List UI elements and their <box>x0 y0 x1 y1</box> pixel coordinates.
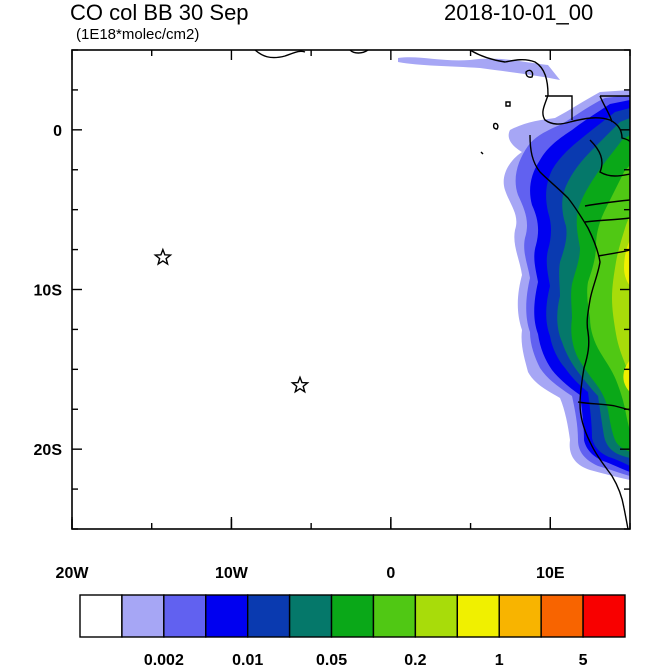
country-border-5 <box>577 401 630 411</box>
coastline-gulf-of-guinea <box>569 117 630 143</box>
field-yellow-2 <box>623 360 630 392</box>
coastline-west-africa <box>254 50 571 125</box>
colorbar-box <box>414 594 459 638</box>
colorbar-box <box>163 594 207 638</box>
x-tick-label: 10W <box>215 565 249 582</box>
colorbar-label: 0.05 <box>316 652 347 667</box>
y-tick-label: 10S <box>34 283 63 300</box>
units-label: (1E18*molec/cm2) <box>76 26 200 43</box>
island-2 <box>492 122 499 130</box>
station-markers <box>153 247 310 394</box>
colorbar-label: 5 <box>579 652 588 667</box>
colorbar-box <box>330 594 375 638</box>
colorbar-box <box>121 594 165 638</box>
country-border-1 <box>545 95 630 123</box>
island-1 <box>525 69 534 78</box>
date-label: 2018-10-01_00 <box>444 0 594 25</box>
x-tick-label: 10E <box>536 565 565 582</box>
star-marker-icon <box>290 375 310 394</box>
colorbar-box <box>456 594 500 638</box>
colorbar-label: 0.2 <box>404 652 426 667</box>
island-3 <box>505 101 511 107</box>
colorbar-label: 1 <box>495 652 504 667</box>
x-tick-label: 0 <box>386 565 395 582</box>
colorbar-labels: 0.002 0.01 0.05 0.2 1 5 <box>144 652 588 667</box>
x-axis-labels: 20W 10W 0 10E <box>56 565 565 582</box>
country-border-3 <box>584 199 630 223</box>
colorbar-box <box>246 594 291 638</box>
colorbar-label: 0.01 <box>232 652 263 667</box>
star-marker-icon <box>153 247 173 266</box>
x-tick-label: 20W <box>56 565 90 582</box>
colorbar <box>79 594 626 638</box>
colorbar-box <box>582 594 626 638</box>
colorbar-box <box>372 594 417 638</box>
country-border-2 <box>589 139 630 177</box>
y-tick-label: 20S <box>34 442 63 459</box>
co-shading <box>398 57 630 480</box>
island-4 <box>480 151 484 155</box>
field-yellow-1 <box>624 240 630 286</box>
map-title: CO col BB 30 Sep <box>70 0 249 25</box>
coastline-southwest-africa <box>529 134 629 529</box>
country-border-4 <box>597 249 630 257</box>
y-axis-labels: 0 10S 20S <box>34 123 63 459</box>
field-lightgreen <box>587 165 630 432</box>
plume-top <box>398 57 560 80</box>
colorbar-box <box>498 594 542 638</box>
coastlines <box>254 50 630 529</box>
colorbar-box <box>79 594 123 638</box>
colorbar-box <box>205 594 249 638</box>
axis-ticks <box>71 49 631 530</box>
colorbar-box <box>288 594 333 638</box>
colorbar-box <box>540 594 584 638</box>
y-tick-label: 0 <box>53 123 62 140</box>
colorbar-label: 0.002 <box>144 652 184 667</box>
